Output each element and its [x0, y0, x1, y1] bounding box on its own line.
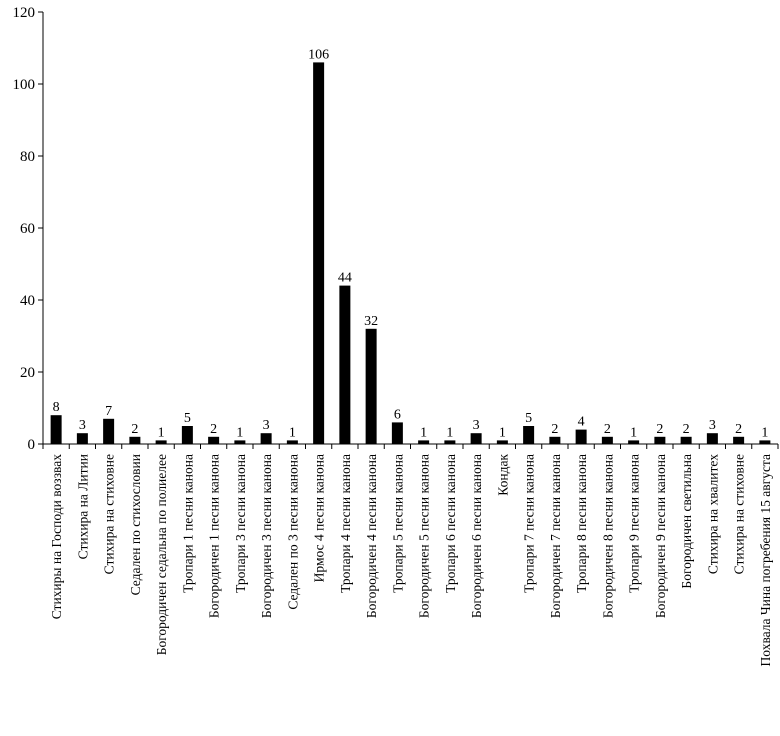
bar [129, 436, 141, 444]
category-label: Тропари 9 песни канона [627, 454, 642, 593]
data-label: 2 [735, 422, 742, 437]
bar [680, 436, 692, 444]
data-label: 8 [53, 400, 60, 415]
bars [50, 62, 771, 445]
bar [50, 415, 62, 444]
category-label: Стихира на хвалитех [705, 454, 720, 574]
bar [234, 440, 246, 444]
data-label: 106 [308, 47, 329, 62]
y-tick-label: 80 [20, 149, 35, 165]
y-tick-label: 0 [28, 437, 36, 453]
category-label: Богородичен седальна по полиелее [154, 454, 169, 655]
data-label: 1 [236, 425, 243, 440]
y-tick-label: 40 [20, 293, 35, 309]
bar [208, 436, 220, 444]
bar [628, 440, 640, 444]
data-label: 5 [525, 411, 532, 426]
category-label: Стихира на стиховне [102, 454, 117, 574]
bar [103, 418, 115, 444]
category-label: Тропари 3 песни канона [233, 454, 248, 593]
category-labels: Стихиры на Господи воззвах Стихира на Лит… [49, 454, 773, 667]
bar [365, 328, 377, 444]
data-label: 3 [709, 418, 716, 433]
category-label: Богородичен 6 песни канона [469, 454, 484, 618]
data-label: 6 [394, 407, 401, 422]
category-label: Тропари 4 песни канона [338, 454, 353, 593]
category-label: Седален по 3 песни канона [285, 454, 300, 610]
category-label: Тропари 8 песни канона [574, 454, 589, 593]
bar [286, 440, 298, 444]
data-label: 1 [499, 425, 506, 440]
category-label: Богородичен светильна [679, 454, 694, 589]
bar [654, 436, 666, 444]
data-label: 7 [105, 404, 112, 419]
data-label: 2 [683, 422, 690, 437]
category-label: Тропари 1 песни канона [180, 454, 195, 593]
category-label: Богородичен 8 песни канона [600, 454, 615, 618]
category-label: Богородичен 3 песни канона [259, 454, 274, 618]
bar [339, 285, 351, 444]
bar [418, 440, 430, 444]
data-label: 5 [184, 411, 191, 426]
bar [313, 62, 325, 445]
bar [76, 433, 88, 444]
data-label: 3 [473, 418, 480, 433]
data-label: 2 [551, 422, 558, 437]
data-label: 44 [338, 271, 352, 286]
category-label: Тропари 7 песни канона [522, 454, 537, 593]
bar [706, 433, 718, 444]
data-label: 4 [578, 415, 585, 430]
category-label: Богородичен 9 песни канона [653, 454, 668, 618]
data-label: 1 [761, 425, 768, 440]
bar [759, 440, 771, 444]
data-label: 1 [446, 425, 453, 440]
bar [549, 436, 561, 444]
category-label: Богородичен 1 песни канона [207, 454, 222, 618]
category-label: Богородичен 5 песни канона [417, 454, 432, 618]
data-label: 3 [263, 418, 270, 433]
data-label: 2 [656, 422, 663, 437]
data-label: 2 [131, 422, 138, 437]
category-label: Богородичен 7 песни канона [548, 454, 563, 618]
data-label: 1 [158, 425, 165, 440]
x-axis [42, 443, 779, 449]
data-label: 3 [79, 418, 86, 433]
bar [444, 440, 456, 444]
bar [391, 422, 403, 444]
bar [601, 436, 613, 444]
bar [523, 426, 535, 444]
y-axis: 0 20 40 60 80 100 120 [13, 5, 44, 453]
data-label: 1 [289, 425, 296, 440]
y-tick-label: 100 [13, 77, 36, 93]
data-label: 32 [364, 314, 378, 329]
y-tick-label: 60 [20, 221, 35, 237]
category-label: Стихиры на Господи воззвах [49, 454, 64, 620]
category-label: Похвала Чина погребения 15 августа [758, 454, 773, 666]
y-tick-label: 20 [20, 365, 35, 381]
category-label: Стихира на Литии [75, 454, 90, 559]
bar [181, 426, 193, 444]
category-label: Тропари 5 песни канона [390, 454, 405, 593]
y-tick-label: 120 [13, 5, 36, 21]
data-label: 1 [630, 425, 637, 440]
bar [260, 433, 272, 444]
bar [575, 429, 587, 444]
category-label: Ирмос 4 песни канона [312, 454, 327, 582]
data-label: 2 [210, 422, 217, 437]
category-label: Седален по стихословии [128, 454, 143, 595]
bar [155, 440, 167, 444]
bar [733, 436, 745, 444]
bar [470, 433, 482, 444]
data-label: 2 [604, 422, 611, 437]
category-label: Тропари 6 песни канона [443, 454, 458, 593]
data-label: 1 [420, 425, 427, 440]
bar [496, 440, 508, 444]
category-label: Богородичен 4 песни канона [364, 454, 379, 618]
category-label: Кондак [495, 454, 510, 496]
category-label: Стихира на стиховне [732, 454, 747, 574]
